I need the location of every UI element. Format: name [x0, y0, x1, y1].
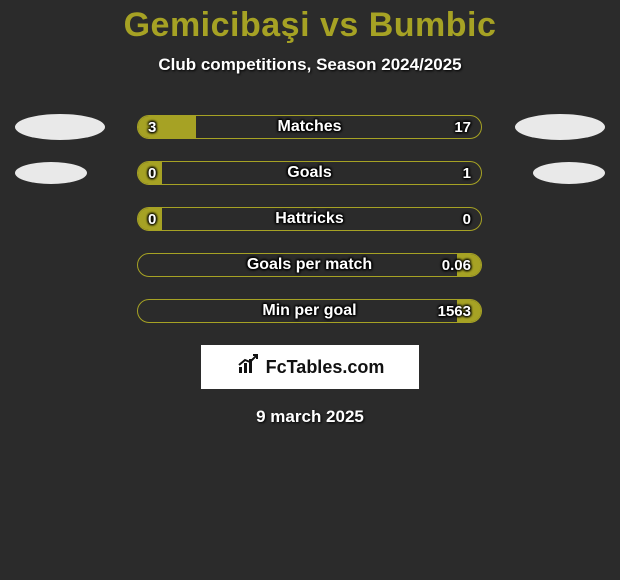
- player-badge-left: [15, 114, 105, 140]
- page-subtitle: Club competitions, Season 2024/2025: [0, 55, 620, 75]
- stat-bar-fill-left: [138, 116, 196, 138]
- branding-box: FcTables.com: [201, 345, 419, 389]
- stat-label: Hattricks: [138, 208, 481, 230]
- stat-row: 317Matches: [0, 115, 620, 139]
- stat-row: 00Hattricks: [0, 207, 620, 231]
- stat-bar-fill-left: [138, 162, 162, 184]
- stat-label: Goals per match: [138, 254, 481, 276]
- bar-chart-icon: [236, 353, 260, 382]
- stat-row: 01Goals: [0, 161, 620, 185]
- player-badge-left: [15, 162, 87, 184]
- stat-bar: 317Matches: [137, 115, 482, 139]
- player-badge-right: [515, 114, 605, 140]
- stat-bar-fill-right: [457, 254, 481, 276]
- stat-row: 0.06Goals per match: [0, 253, 620, 277]
- page-title: Gemicibaşi vs Bumbic: [0, 0, 620, 45]
- stat-value-right: 0: [463, 208, 471, 230]
- stat-bar-fill-left: [138, 208, 162, 230]
- stat-label: Goals: [138, 162, 481, 184]
- stat-bar: 0.06Goals per match: [137, 253, 482, 277]
- stat-row: 1563Min per goal: [0, 299, 620, 323]
- player-badge-right: [533, 162, 605, 184]
- stat-value-right: 1: [463, 162, 471, 184]
- stat-value-right: 17: [454, 116, 471, 138]
- stat-bar: 00Hattricks: [137, 207, 482, 231]
- stat-bar-fill-right: [457, 300, 481, 322]
- stat-bar: 1563Min per goal: [137, 299, 482, 323]
- branding-text: FcTables.com: [266, 357, 385, 378]
- footer-date: 9 march 2025: [0, 407, 620, 427]
- stat-label: Min per goal: [138, 300, 481, 322]
- stat-rows: 317Matches01Goals00Hattricks0.06Goals pe…: [0, 115, 620, 323]
- stat-bar: 01Goals: [137, 161, 482, 185]
- comparison-infographic: Gemicibaşi vs Bumbic Club competitions, …: [0, 0, 620, 580]
